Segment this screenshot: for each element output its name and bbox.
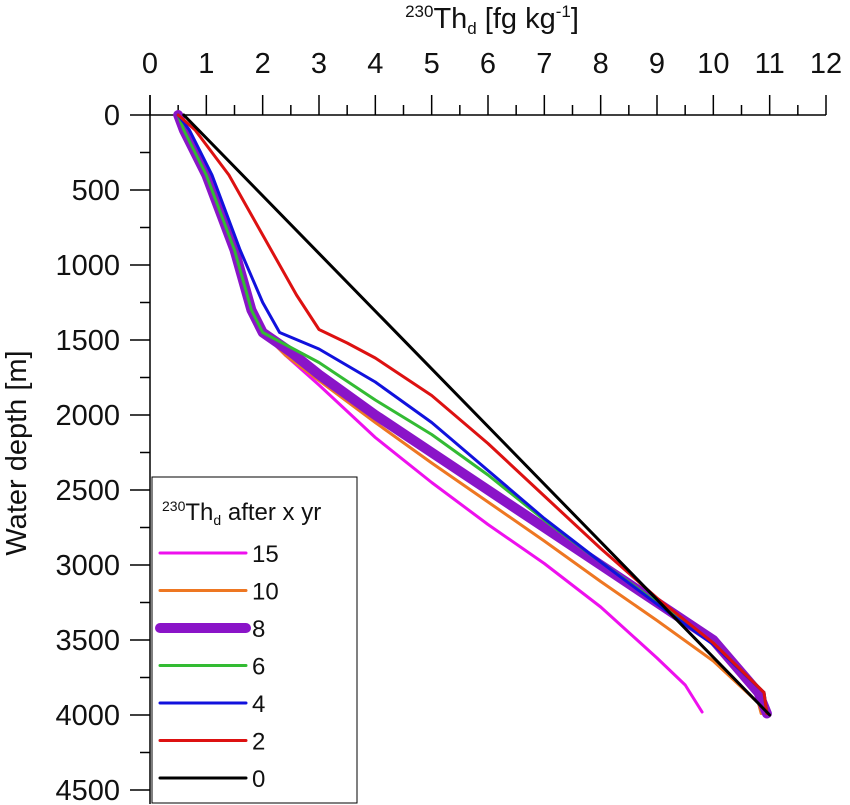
x-tick-label: 8 [593, 48, 609, 80]
x-axis-title: 230Thd [fg kg-1] [405, 2, 579, 38]
y-tick-label: 500 [72, 175, 120, 207]
y-tick-label: 4000 [55, 700, 120, 732]
x-tick-label: 7 [536, 48, 552, 80]
series-line-0-yr [182, 113, 772, 717]
x-tick-label: 9 [649, 48, 665, 80]
x-tick-label: 4 [367, 48, 383, 80]
legend-label-8: 8 [252, 616, 265, 643]
x-tick-label: 1 [198, 48, 214, 80]
y-tick-label: 1500 [55, 325, 120, 357]
legend-title: 230Thd after x yr [162, 498, 321, 528]
x-tick-label: 11 [755, 48, 785, 80]
legend-label-6: 6 [252, 654, 265, 681]
series-layer [173, 110, 772, 719]
series-line-2-yr [176, 113, 769, 715]
x-tick-label: 5 [424, 48, 440, 80]
x-tick-label: 10 [697, 48, 729, 80]
legend-label-10: 10 [252, 579, 279, 606]
x-tick-label: 3 [311, 48, 327, 80]
legend-box [151, 476, 358, 804]
axes: 0 1 2 3 4 5 6 7 8 9 10 11 12050010001500200025003000… [55, 48, 842, 805]
y-tick-label: 3000 [55, 550, 120, 582]
y-axis-title: Water depth [m] [1, 350, 33, 555]
x-axis-title-text: 230Thd [fg kg-1] [405, 2, 579, 38]
y-tick-label: 2500 [55, 475, 120, 507]
y-tick-label: 0 [104, 100, 120, 132]
legend: 230Thd after x yr 15 10 8 6 4 2 0 [151, 476, 358, 804]
x-tick-label: 0 [142, 48, 158, 80]
legend-label-0: 0 [252, 766, 265, 793]
y-tick-label: 3500 [55, 625, 120, 657]
y-tick-label: 1000 [55, 250, 120, 282]
series-line-4-yr [176, 113, 769, 715]
y-tick-label: 2000 [55, 400, 120, 432]
x-tick-label: 6 [480, 48, 496, 80]
legend-label-4: 4 [252, 691, 265, 718]
legend-label-2: 2 [252, 729, 265, 756]
x-tick-label: 2 [255, 48, 271, 80]
y-tick-label: 4500 [55, 775, 120, 805]
x-tick-label: 12 [810, 48, 842, 80]
legend-label-15: 15 [252, 541, 279, 568]
